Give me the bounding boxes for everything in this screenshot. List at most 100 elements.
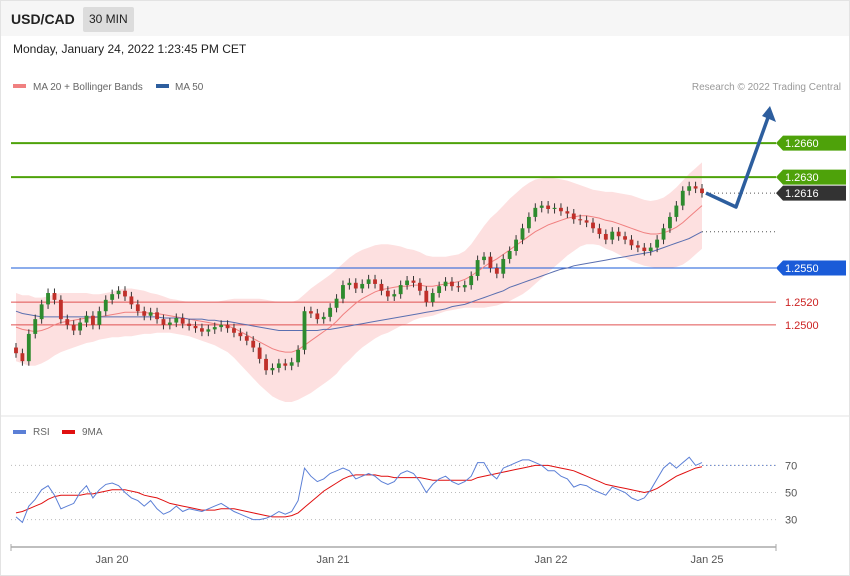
candle-body <box>687 186 692 191</box>
candle-body <box>603 233 608 240</box>
candle-body <box>693 186 698 189</box>
candle-body <box>347 282 352 286</box>
candle-body <box>103 299 108 312</box>
level-label-1-2630: 1.2630 <box>785 172 819 184</box>
candle-body <box>26 333 31 362</box>
rsi-tick-label-50: 50 <box>785 488 797 500</box>
forecast-arrow-head <box>762 106 776 122</box>
candle-body <box>78 322 83 331</box>
candle-body <box>379 283 384 291</box>
candle-body <box>469 275 474 286</box>
candle-body <box>129 296 134 305</box>
candle-body <box>353 282 358 289</box>
candle-body <box>71 324 76 331</box>
candle-body <box>58 299 63 320</box>
candle-body <box>385 290 390 297</box>
candle-body <box>33 319 38 334</box>
candle-body <box>514 239 518 251</box>
candle-body <box>616 231 621 237</box>
level-label-1-2550: 1.2550 <box>785 263 819 275</box>
candle-body <box>507 251 512 259</box>
candle-body <box>65 319 70 325</box>
attribution-text: Research © 2022 Trading Central <box>692 82 841 93</box>
candle-body <box>488 256 493 269</box>
candle-body <box>283 363 288 366</box>
level-tag-1-2630 <box>776 169 846 185</box>
candle-body <box>571 213 576 220</box>
timeframe-badge[interactable]: 30 MIN <box>83 7 134 32</box>
candle-body <box>187 323 192 326</box>
candle-body <box>193 325 198 329</box>
candle-body <box>296 349 301 363</box>
rsi-tick-label-70: 70 <box>785 460 797 472</box>
candle-body <box>623 236 627 240</box>
candle-body <box>533 207 538 217</box>
candle-body <box>661 228 666 240</box>
candle-body <box>123 290 127 297</box>
level-label-1-2660: 1.2660 <box>785 138 819 150</box>
x-tick-label-jan25: Jan 25 <box>690 554 723 566</box>
candle-body <box>91 315 95 325</box>
candle-body <box>289 362 294 366</box>
legend-swatch-ma50 <box>156 84 169 88</box>
x-tick-label-jan22: Jan 22 <box>534 554 567 566</box>
candle-body <box>539 205 544 208</box>
level-tag-1-2550 <box>776 260 846 276</box>
legend-label-rsi: RSI <box>33 427 50 438</box>
candle-body <box>411 280 416 283</box>
candle-body <box>642 247 647 251</box>
candle-body <box>225 324 230 329</box>
candle-body <box>264 358 268 371</box>
level-label-1-2616: 1.2616 <box>785 188 819 200</box>
ma50-line <box>15 231 703 331</box>
candle-body <box>501 258 506 274</box>
ma20-line <box>15 205 703 353</box>
candle-body <box>674 205 679 217</box>
candle-body <box>212 327 217 330</box>
candle-body <box>680 190 685 206</box>
legend-label-ma50: MA 50 <box>175 82 204 93</box>
candle-body <box>443 281 448 287</box>
candle-body <box>398 285 403 295</box>
candle-body <box>417 282 422 291</box>
candle-body <box>257 347 262 359</box>
candle-body <box>456 286 461 288</box>
candle-body <box>20 353 25 362</box>
candle-body <box>405 280 410 286</box>
candle-body <box>462 285 467 288</box>
candle-body <box>341 285 345 299</box>
candle-body <box>700 188 704 194</box>
candle-body <box>629 239 634 246</box>
level-tag-1-2660 <box>776 135 846 151</box>
candle-body <box>52 293 57 300</box>
legend-swatch-9ma <box>62 430 75 434</box>
candle-body <box>219 324 224 328</box>
candle-body <box>155 312 159 320</box>
candle-body <box>648 247 653 251</box>
candle-body <box>610 231 615 240</box>
candle-body <box>174 318 179 323</box>
candle-body <box>321 316 326 320</box>
level-tag-1-2616 <box>776 185 846 201</box>
level-label-1-2520: 1.2520 <box>785 297 819 309</box>
candle-body <box>366 279 371 284</box>
rsi-tick-label-30: 30 <box>785 515 797 527</box>
candle-body <box>360 283 365 289</box>
candle-body <box>110 294 115 300</box>
candle-body <box>565 211 570 214</box>
candle-body <box>97 311 102 325</box>
level-label-1-2500: 1.2500 <box>785 320 819 332</box>
candle-body <box>180 318 185 324</box>
candle-body <box>302 311 307 350</box>
candle-body <box>39 304 44 320</box>
candle-body <box>552 207 557 209</box>
candle-body <box>578 219 583 221</box>
candle-body <box>424 290 429 303</box>
candle-body <box>84 315 89 323</box>
candle-body <box>546 205 551 209</box>
candle-body <box>494 268 499 274</box>
candle-body <box>270 367 275 371</box>
candle-body <box>14 347 18 354</box>
candle-body <box>315 313 320 320</box>
